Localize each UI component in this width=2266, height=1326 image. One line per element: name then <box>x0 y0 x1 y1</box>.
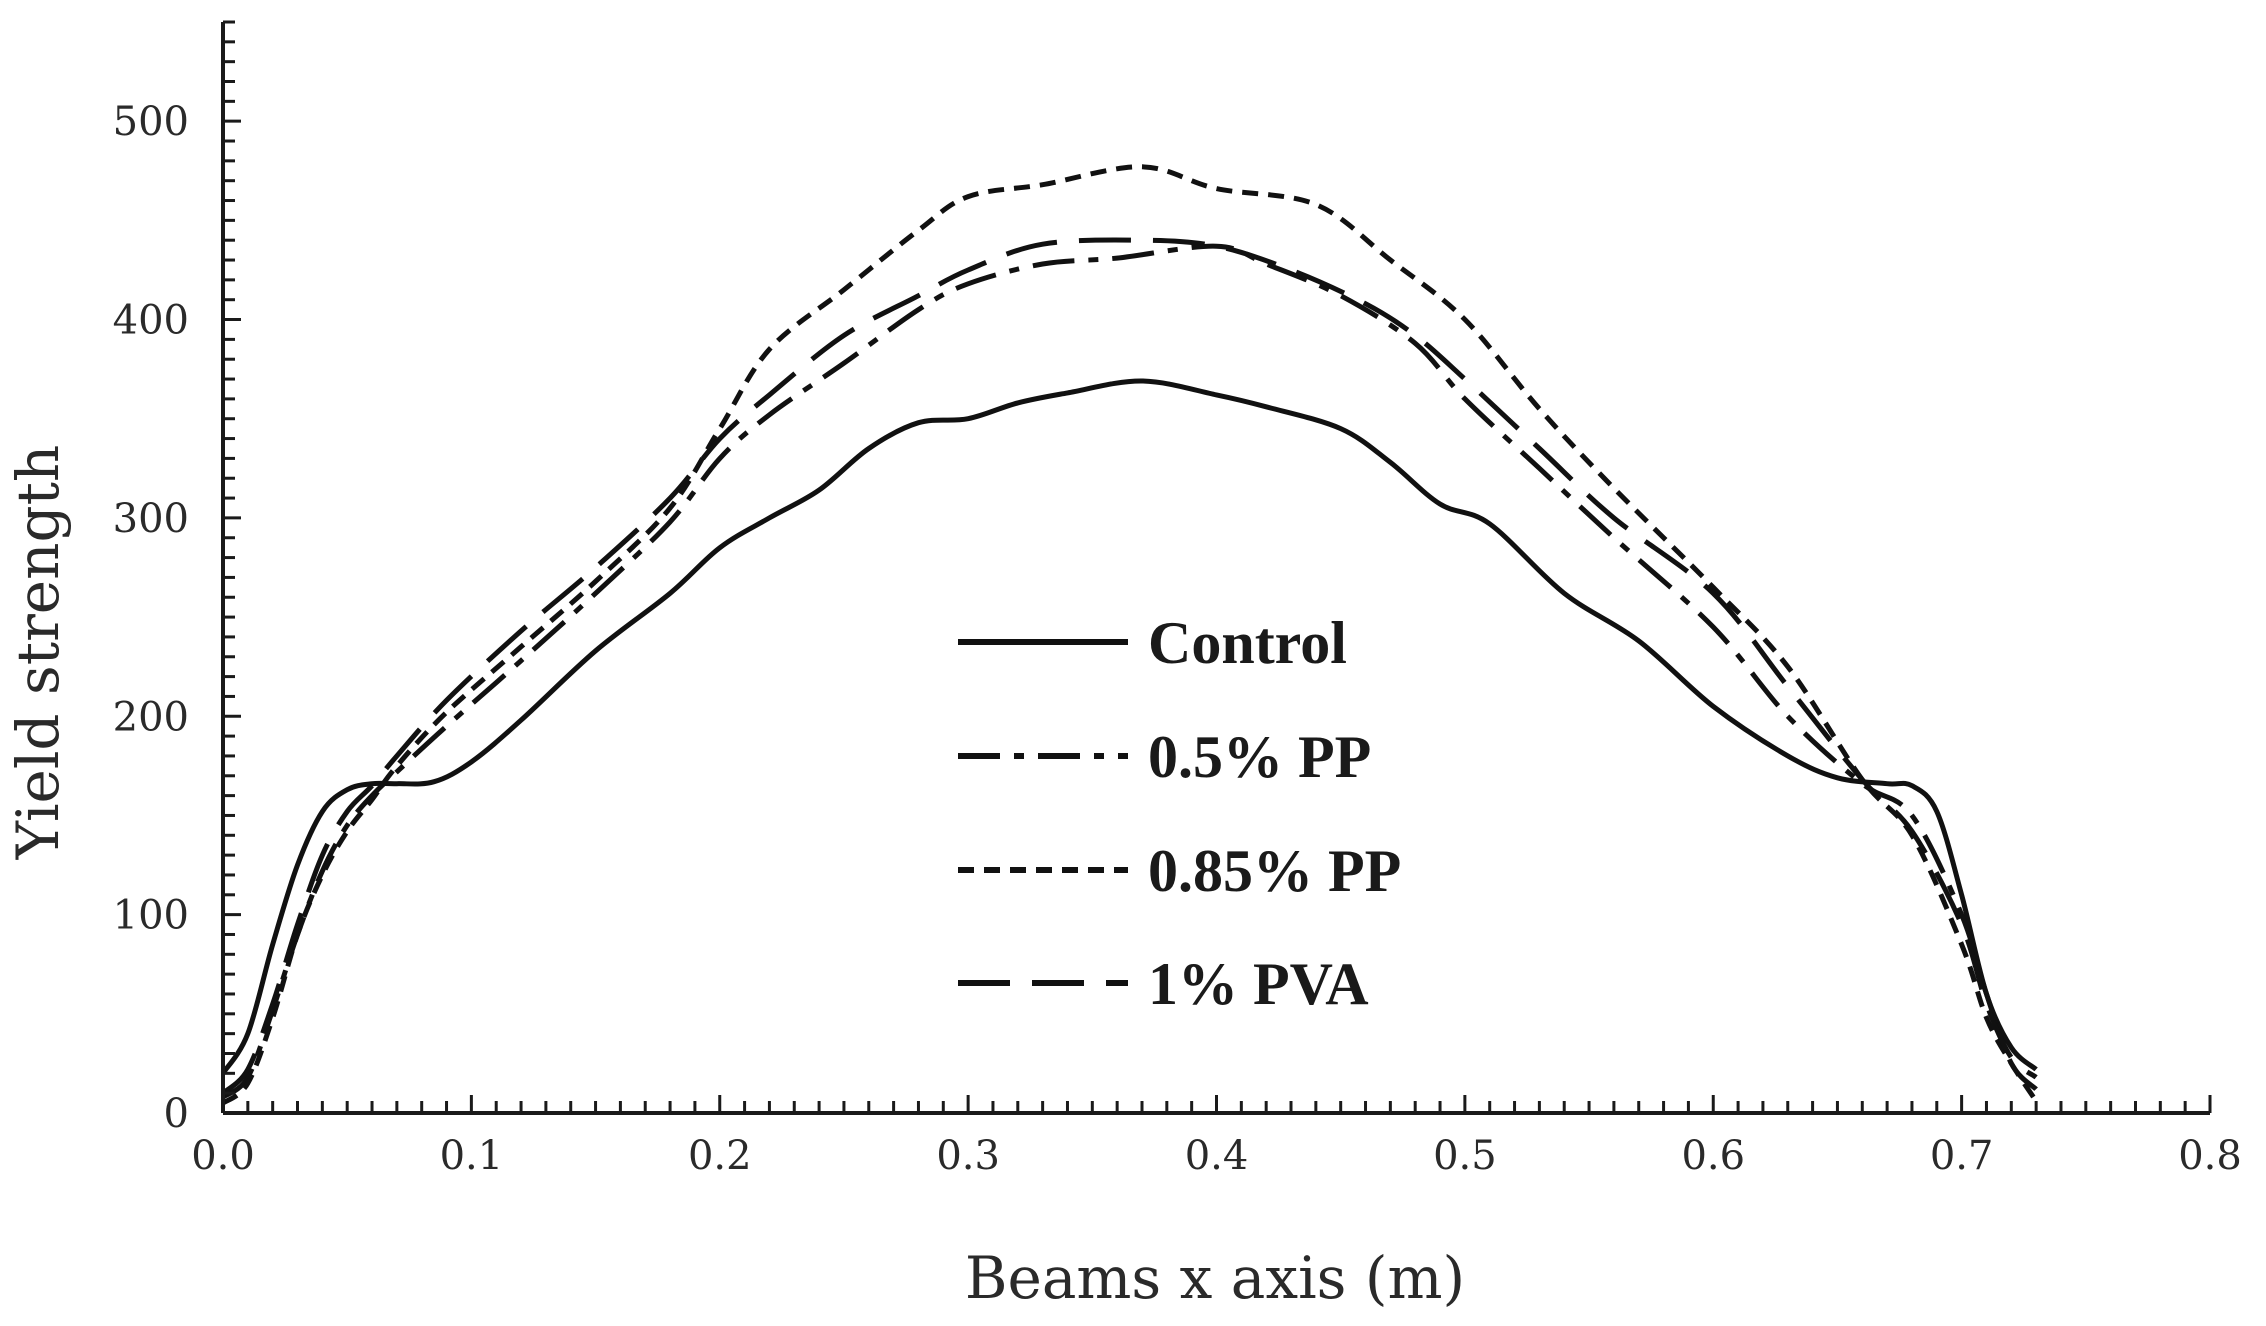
y-tick-label: 400 <box>113 298 189 344</box>
series-line-control <box>220 378 2038 1075</box>
y-axis-title: Yield strength <box>4 445 72 861</box>
y-tick-label: 0 <box>164 1091 189 1137</box>
series-line-0-85-pp <box>221 164 2039 1106</box>
axes-group: 0.0 0.1 0.2 0.3 0.4 0.5 0.6 0.7 0.8 0 100 200 300 400… <box>113 20 2242 1179</box>
x-tick-label: 0.7 <box>1930 1133 1994 1179</box>
legend-label-1-pva: 1% PVA <box>1148 951 1369 1017</box>
series-line-1-pva <box>221 237 2038 1096</box>
y-tick-label: 500 <box>113 99 189 145</box>
x-tick-label: 0.5 <box>1433 1133 1497 1179</box>
x-tick-label: 0.8 <box>2178 1133 2242 1179</box>
legend: Control 0.5% PP 0.85% PP 1% PVA <box>958 610 1401 1017</box>
x-tick-label: 0.3 <box>936 1133 1000 1179</box>
y-tick-label: 100 <box>113 893 189 939</box>
x-axis-title: Beams x axis (m) <box>965 1244 1465 1312</box>
plot-series-group <box>220 164 2039 1106</box>
x-tick-label: 0.2 <box>688 1133 752 1179</box>
x-tick-label: 0.0 <box>191 1133 255 1179</box>
legend-label-0-85-pp: 0.85% PP <box>1148 838 1401 904</box>
legend-label-0-5-pp: 0.5% PP <box>1148 724 1371 790</box>
x-tick-label: 0.1 <box>440 1133 504 1179</box>
y-tick-label: 300 <box>113 496 189 542</box>
y-tick-label: 200 <box>113 694 189 740</box>
x-tick-label: 0.6 <box>1681 1133 1745 1179</box>
legend-label-control: Control <box>1148 610 1347 676</box>
x-tick-label: 0.4 <box>1185 1133 1249 1179</box>
